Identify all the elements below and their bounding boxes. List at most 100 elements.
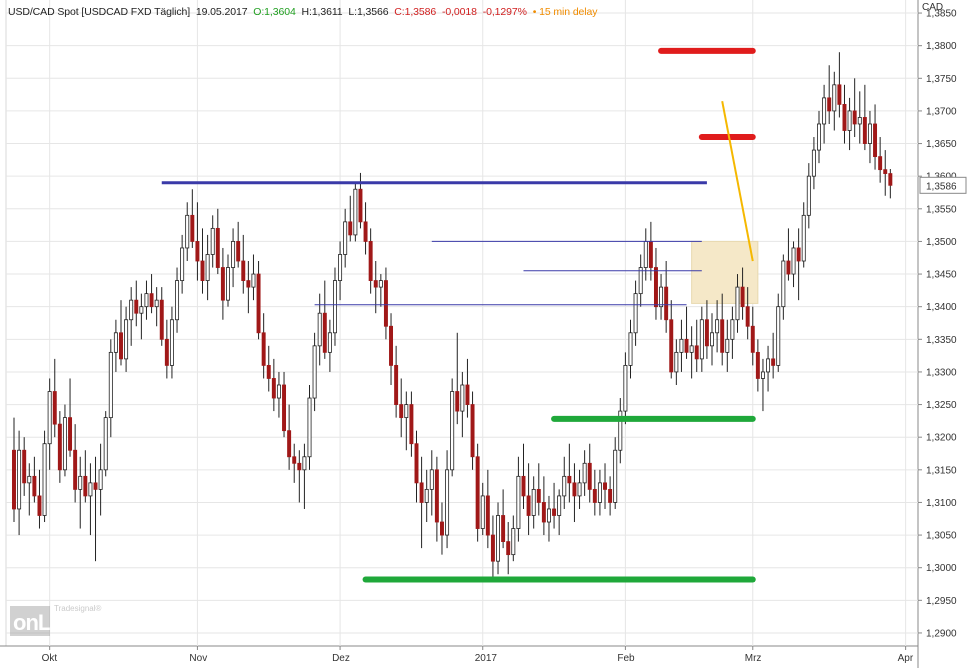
candle: [307, 384, 312, 470]
candle-body: [139, 306, 144, 314]
x-tick-label: Nov: [189, 653, 207, 664]
candle: [715, 300, 720, 353]
candle: [144, 280, 149, 320]
candle: [373, 261, 378, 314]
candle-body: [689, 345, 694, 353]
candle-body: [32, 475, 37, 497]
candle-body: [592, 488, 597, 503]
candle: [567, 443, 572, 503]
candle-body: [557, 495, 562, 516]
candle-body: [679, 338, 684, 353]
candle: [653, 247, 658, 320]
y-tick-label: 1,3650: [926, 139, 957, 150]
candle-body: [144, 293, 149, 308]
candle: [409, 391, 414, 457]
candle-body: [704, 319, 709, 347]
candle-body: [847, 110, 852, 131]
candle-body: [572, 482, 577, 497]
candle-body: [608, 488, 613, 503]
candle: [883, 150, 888, 196]
candle: [73, 424, 78, 503]
candle-body: [246, 280, 251, 288]
candle-body: [343, 221, 348, 255]
candle-body: [771, 358, 776, 366]
candle-body: [348, 221, 353, 236]
candle: [862, 84, 867, 151]
candle: [57, 411, 62, 483]
candle: [164, 319, 169, 379]
candle-body: [755, 351, 760, 379]
y-tick-label: 1,3000: [926, 563, 957, 574]
price-axis: 1,38501,38001,37501,37001,36501,36001,35…: [918, 2, 967, 639]
candle-body: [368, 241, 373, 281]
candle-body: [536, 488, 541, 503]
candle-body: [312, 345, 317, 399]
candle-body: [62, 417, 67, 471]
candle: [659, 274, 664, 320]
candle: [210, 215, 215, 268]
candle-body: [236, 241, 241, 262]
candle: [710, 313, 714, 366]
candle-body: [231, 241, 236, 268]
candle-body: [322, 312, 327, 353]
candle: [755, 339, 760, 392]
candle: [353, 182, 358, 242]
candle-body: [552, 508, 557, 516]
candle: [129, 287, 134, 346]
candle-body: [282, 384, 287, 432]
candle: [745, 287, 750, 340]
candle-body: [781, 260, 786, 308]
candle-body: [786, 260, 791, 275]
candle-body: [633, 293, 638, 334]
candle-body: [180, 247, 185, 281]
candle: [215, 208, 220, 275]
candle-body: [715, 319, 720, 334]
candle: [684, 306, 689, 359]
candle: [32, 456, 37, 503]
candle-body: [526, 495, 531, 516]
candle-body: [47, 391, 52, 445]
candle-body: [541, 502, 546, 523]
candle-body: [37, 495, 42, 516]
candle: [68, 378, 73, 457]
delay-label: • 15 min delay: [532, 6, 598, 18]
candle: [633, 280, 638, 346]
candle-body: [113, 332, 118, 353]
candle: [343, 208, 348, 268]
target-zone: [691, 240, 759, 304]
candle-body: [862, 117, 867, 144]
candle: [200, 228, 205, 294]
candle: [450, 378, 455, 477]
candle: [113, 319, 118, 372]
candle-body: [465, 384, 470, 405]
candle: [832, 71, 837, 131]
candle: [674, 339, 679, 385]
candle: [740, 267, 745, 320]
candle-body: [42, 443, 47, 516]
candle-body: [613, 449, 618, 503]
time-axis: OktNovDez2017FebMrzAprMai: [42, 646, 914, 664]
candle: [608, 476, 613, 516]
candle-body: [226, 267, 230, 301]
candle-body: [149, 293, 154, 308]
candle: [776, 293, 781, 372]
y-tick-label: 1,2950: [926, 596, 957, 607]
candle: [246, 261, 251, 314]
candle: [806, 163, 811, 229]
candle: [42, 430, 47, 523]
candle-body: [103, 417, 108, 471]
x-tick-label: Apr: [898, 653, 914, 664]
candle: [22, 437, 27, 496]
candle: [414, 430, 419, 503]
candle-body: [760, 371, 765, 379]
candle-body: [664, 286, 669, 321]
candle-body: [134, 299, 139, 314]
candle: [669, 300, 674, 379]
y-tick-label: 1,2900: [926, 628, 957, 639]
candle-body: [164, 338, 169, 366]
candle: [465, 358, 470, 418]
candle: [485, 469, 490, 549]
candle: [180, 234, 185, 294]
last-price-box: [919, 176, 967, 194]
